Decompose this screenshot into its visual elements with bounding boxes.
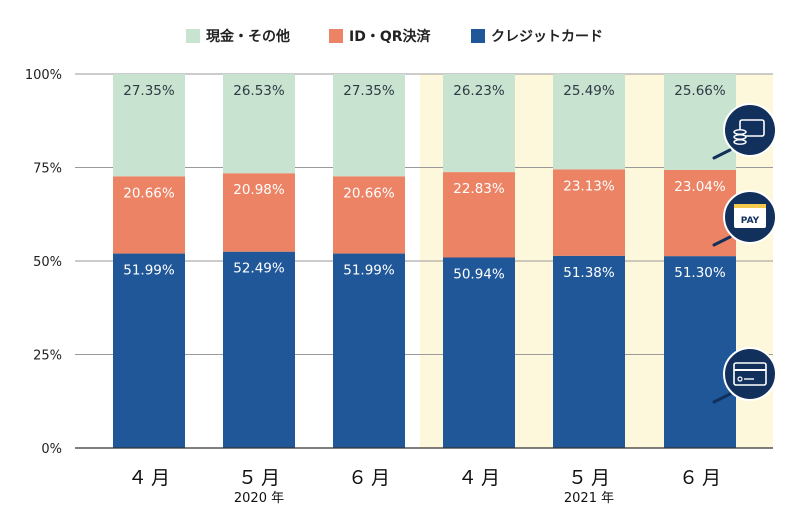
data-label: 51.30% <box>674 265 726 281</box>
y-tick-label: 50% <box>33 255 62 270</box>
x-tick-label: ６月 <box>348 467 394 489</box>
x-tick-label: ４月 <box>458 467 504 489</box>
legend-swatch <box>186 29 200 43</box>
icon-glyph <box>737 376 743 382</box>
year-label: 2021 年 <box>564 491 614 506</box>
icon-handle <box>712 392 732 404</box>
data-label: 25.49% <box>563 83 615 99</box>
bar-segment <box>443 172 515 258</box>
icon-circle <box>723 103 777 157</box>
axes: 0% 25% 50% 75% 100% ４月 ５月 ６月 ４月 ５月 ６月 2020 年 2021 年 <box>25 68 773 506</box>
legend-entry: ID・QR決済 <box>349 28 432 45</box>
legend-entry: クレジットカード <box>491 29 603 45</box>
data-label: 20.98% <box>233 182 285 198</box>
year-label: 2020 年 <box>234 491 284 506</box>
icon-handle <box>712 235 732 247</box>
bar-segment <box>333 74 405 177</box>
icon-handle <box>712 148 732 160</box>
x-tick-label: ４月 <box>128 467 174 489</box>
data-label: 52.49% <box>233 261 285 277</box>
bar-segment <box>223 251 295 448</box>
legend: 現金・その他 ID・QR決済 クレジットカード <box>186 28 603 45</box>
series-icons: PAY <box>712 103 777 404</box>
data-label: 20.66% <box>343 185 395 201</box>
x-tick-label: ５月 <box>238 467 284 489</box>
bar-segment <box>664 256 736 448</box>
bar-segment <box>223 74 295 174</box>
icon-circle <box>723 347 777 401</box>
data-label: 50.94% <box>453 266 505 282</box>
data-label: 27.35% <box>123 83 175 99</box>
data-label: 23.04% <box>674 179 726 195</box>
bar-segment <box>333 253 405 448</box>
x-tick-label: ５月 <box>568 467 614 489</box>
bar-segment <box>443 257 515 448</box>
bar-segment <box>553 74 625 170</box>
bar-segment <box>443 74 515 173</box>
icon-glyph <box>733 134 747 140</box>
pay-card-icon: PAY <box>712 190 777 247</box>
legend-swatch <box>329 29 343 43</box>
legend-swatch <box>471 29 485 43</box>
bars: 51.99% 20.66% 27.35% 52.49% 20.98% 26.53% 51.9… <box>113 74 736 448</box>
data-label: 26.23% <box>453 83 505 99</box>
bar-segment <box>113 176 185 254</box>
credit-card-icon <box>712 347 777 404</box>
y-tick-label: 25% <box>33 349 62 364</box>
cash-register-icon <box>712 103 777 160</box>
data-label: 26.53% <box>233 83 285 99</box>
data-label: 51.99% <box>123 263 175 279</box>
data-label: 27.35% <box>343 83 395 99</box>
data-label: 51.99% <box>343 263 395 279</box>
data-label: 23.13% <box>563 178 615 194</box>
bar-segment <box>113 253 185 448</box>
bar-segment <box>553 255 625 448</box>
pay-text: PAY <box>741 216 760 226</box>
bar-segment <box>223 173 295 252</box>
data-label: 25.66% <box>674 83 726 99</box>
y-tick-label: 100% <box>25 68 62 83</box>
y-tick-label: 0% <box>41 442 62 457</box>
icon-glyph <box>733 362 767 386</box>
icon-glyph <box>733 139 747 145</box>
bar-segment <box>553 169 625 256</box>
bar-segment <box>333 176 405 254</box>
data-label: 51.38% <box>563 265 615 281</box>
icon-glyph <box>734 204 766 228</box>
y-tick-label: 75% <box>33 162 62 177</box>
x-tick-label: ６月 <box>679 467 725 489</box>
bar-segment <box>113 74 185 177</box>
data-label: 22.83% <box>453 181 505 197</box>
icon-glyph <box>734 204 766 208</box>
icon-glyph <box>739 119 765 137</box>
data-label: 20.66% <box>123 185 175 201</box>
icon-glyph <box>733 129 747 135</box>
legend-entry: 現金・その他 <box>206 28 290 45</box>
